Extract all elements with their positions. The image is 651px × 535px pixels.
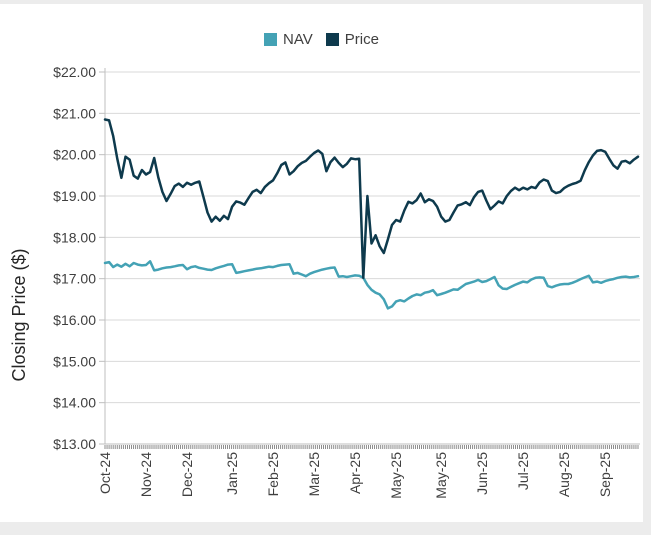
x-tick-label: May-25 [388, 452, 404, 499]
legend-item-price: Price [325, 31, 379, 48]
nav-line [103, 260, 640, 310]
x-tick-label: Mar-25 [306, 452, 322, 497]
price-series-swatch-icon [325, 33, 339, 46]
y-tick-label: $15.00 [53, 353, 96, 369]
y-tick-label: $20.00 [53, 147, 96, 163]
y-tick-label: $18.00 [53, 229, 96, 245]
x-tick-label: Dec-24 [179, 452, 195, 497]
chart-legend: NAV Price [0, 31, 643, 48]
legend-label-price: Price [344, 31, 379, 48]
x-tick-label: Aug-25 [556, 452, 572, 497]
y-tick-label: $21.00 [53, 105, 96, 121]
x-tick-label: Jun-25 [474, 452, 490, 495]
y-tick-label: $16.00 [53, 312, 96, 328]
x-tick-label: Apr-25 [347, 452, 363, 494]
y-tick-label: $14.00 [53, 395, 96, 411]
y-tick-label: $19.00 [53, 188, 96, 204]
y-tick-label: $13.00 [53, 436, 96, 452]
y-axis-title: Closing Price ($) [9, 248, 29, 381]
x-tick-label: Nov-24 [138, 452, 154, 497]
price-line [103, 118, 640, 280]
legend-item-nav: NAV [264, 31, 313, 48]
y-tick-label: $17.00 [53, 271, 96, 287]
x-tick-label: Jul-25 [515, 452, 531, 490]
x-tick-label: Feb-25 [265, 452, 281, 497]
x-tick-label: May-25 [433, 452, 449, 499]
nav-series-swatch-icon [264, 33, 278, 46]
x-tick-label: Sep-25 [597, 452, 613, 497]
y-tick-label: $22.00 [53, 64, 96, 80]
x-tick-label: Jan-25 [224, 452, 240, 495]
legend-label-nav: NAV [283, 31, 313, 48]
x-tick-label: Oct-24 [97, 452, 113, 494]
